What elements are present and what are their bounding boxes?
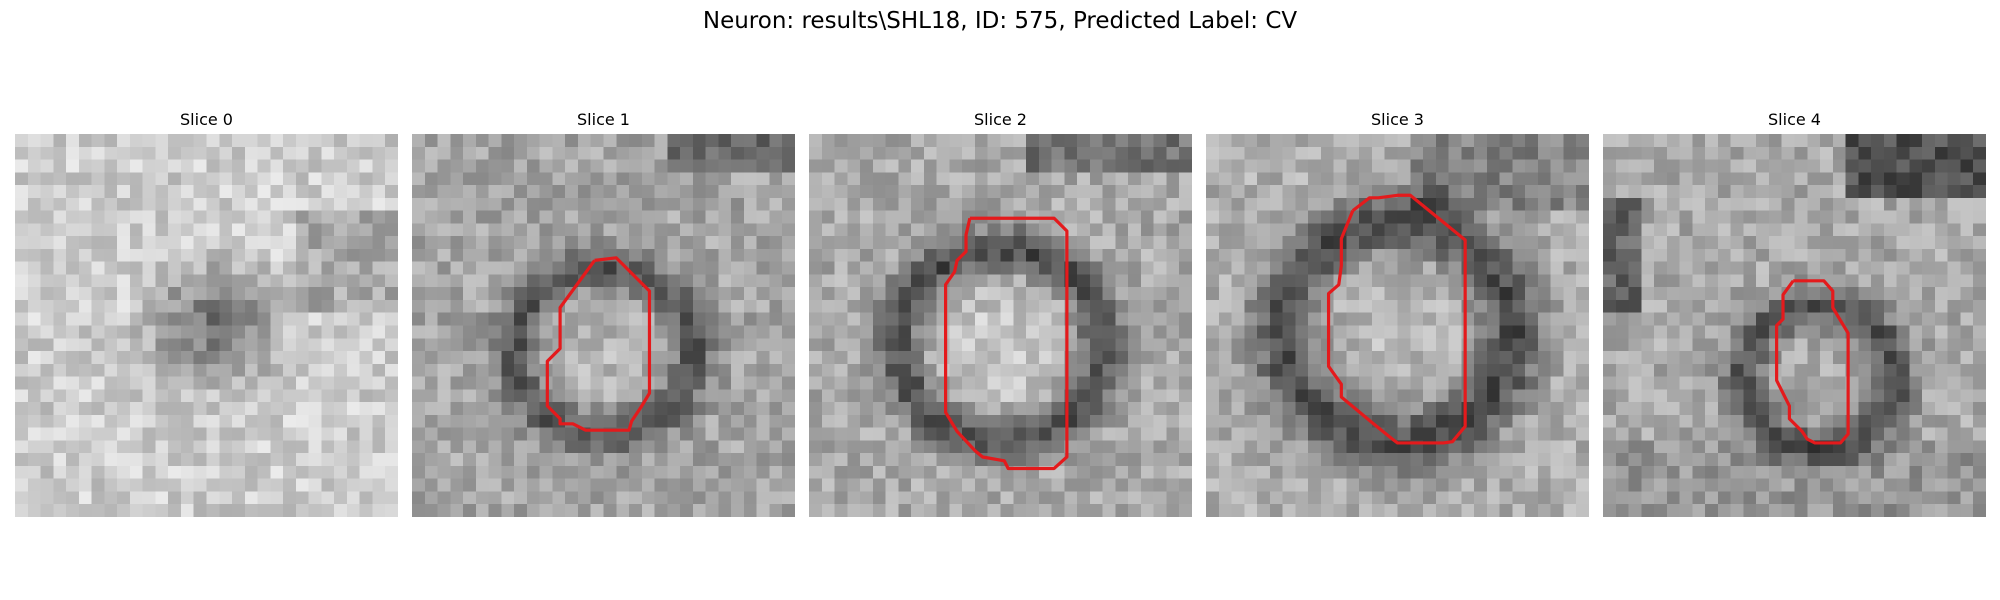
cell-contour: [944, 216, 1069, 471]
slice-title: Slice 2: [974, 110, 1027, 129]
slice-title: Slice 1: [577, 110, 630, 129]
slice-panel-2: Slice 2: [809, 110, 1192, 517]
slice-image: [412, 134, 795, 517]
slice-image: [15, 134, 398, 517]
slice-panel-4: Slice 4: [1603, 110, 1986, 517]
slice-panel-1: Slice 1: [412, 110, 795, 517]
slice-title: Slice 0: [180, 110, 233, 129]
figure-title: Neuron: results\SHL18, ID: 575, Predicte…: [702, 8, 1298, 34]
slice-image: [1206, 134, 1589, 517]
slice-image: [809, 134, 1192, 517]
slice-panel-3: Slice 3: [1206, 110, 1589, 517]
slice-panel-0: Slice 0: [15, 110, 398, 517]
slice-title: Slice 3: [1371, 110, 1424, 129]
slice-title: Slice 4: [1768, 110, 1821, 129]
cell-contour: [545, 256, 652, 432]
cell-contour: [1775, 279, 1850, 445]
slice-image: [1603, 134, 1986, 517]
cell-contour: [1326, 193, 1467, 445]
